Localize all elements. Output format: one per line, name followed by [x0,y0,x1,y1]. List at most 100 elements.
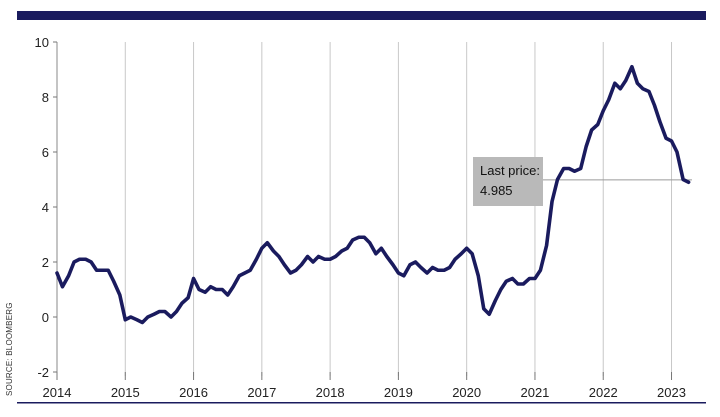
callout-label: Last price: [480,163,540,178]
data-point [670,139,673,143]
data-point [562,167,565,170]
data-point [619,87,622,90]
data-point [488,313,491,316]
x-tick-label: 2016 [179,385,208,400]
data-point [607,98,610,101]
data-point [431,266,434,269]
data-point [294,269,298,272]
data-point [641,87,645,90]
data-point [266,241,269,244]
data-point [391,263,395,266]
data-point [317,255,320,258]
x-tick-label: 2015 [111,385,140,400]
data-point [545,244,548,247]
y-tick-label: 0 [42,310,49,325]
data-point [511,277,514,280]
data-point [436,269,440,272]
x-tick-label: 2014 [43,385,72,400]
data-point [61,285,64,288]
y-tick-labels: 10 8 6 4 2 0 -2 [35,35,57,380]
data-point [414,260,417,264]
data-point [112,280,115,283]
data-point [55,271,59,275]
data-point [636,82,639,85]
data-point [283,263,286,266]
data-point [528,277,531,280]
data-point [658,120,662,123]
data-point [573,170,576,173]
data-point [351,238,354,242]
data-point [425,271,429,275]
data-point [505,280,508,283]
data-point [470,252,474,255]
data-points [55,65,690,324]
data-point [567,167,571,170]
data-point [89,260,93,264]
data-point [482,307,485,310]
data-point [306,255,309,258]
data-point [624,79,627,82]
data-point [158,310,161,313]
data-point [129,315,132,319]
data-point [465,247,468,250]
data-point [340,249,343,253]
data-point [203,291,207,294]
bottom-rule [17,402,706,404]
x-tick-label: 2023 [657,385,686,400]
data-point [380,247,383,250]
data-point [494,299,497,302]
x-tick-labels: 2014 2015 2016 2017 2018 2019 2020 2021 2022 2023 [43,372,686,400]
data-point [647,90,651,93]
data-point [209,285,212,288]
data-point [675,150,679,154]
y-tick-label: 4 [42,200,49,215]
data-point [590,128,593,132]
x-tick-label: 2020 [452,385,481,400]
data-point [231,285,235,288]
data-point [146,315,150,319]
data-point [238,274,241,277]
data-point [664,137,668,140]
y-tick-label: 6 [42,145,49,160]
data-point [152,313,156,316]
data-point [539,269,542,272]
data-point [180,302,184,305]
data-point [408,263,412,266]
data-point [95,269,98,272]
x-tick-label: 2017 [247,385,276,400]
data-point [175,310,178,313]
y-tick-label: 2 [42,255,49,270]
data-point [277,255,281,258]
data-point [72,260,76,264]
data-point [397,271,400,275]
data-point [67,274,70,277]
data-point [249,269,252,272]
data-point [402,274,406,277]
data-point [78,258,81,261]
data-point [226,293,229,297]
data-point [243,271,246,275]
data-point [602,109,605,112]
data-point [630,65,634,68]
data-point [516,282,520,286]
data-point [141,321,144,324]
callout-box [473,157,543,206]
data-point [289,271,292,275]
data-point [101,269,104,272]
data-point [374,252,378,255]
x-tick-label: 2019 [384,385,413,400]
data-point [118,293,122,297]
data-point [613,82,617,85]
data-point [255,258,258,261]
data-point [448,266,451,269]
data-point [334,255,337,258]
y-tick-label: 8 [42,90,49,105]
grid-layer [124,42,673,376]
data-point [499,288,503,291]
x-tick-label: 2018 [316,385,345,400]
last-price-callout: Last price: 4.985 [473,157,692,206]
series-line [55,64,691,325]
data-point [323,258,326,261]
data-point [460,252,463,255]
